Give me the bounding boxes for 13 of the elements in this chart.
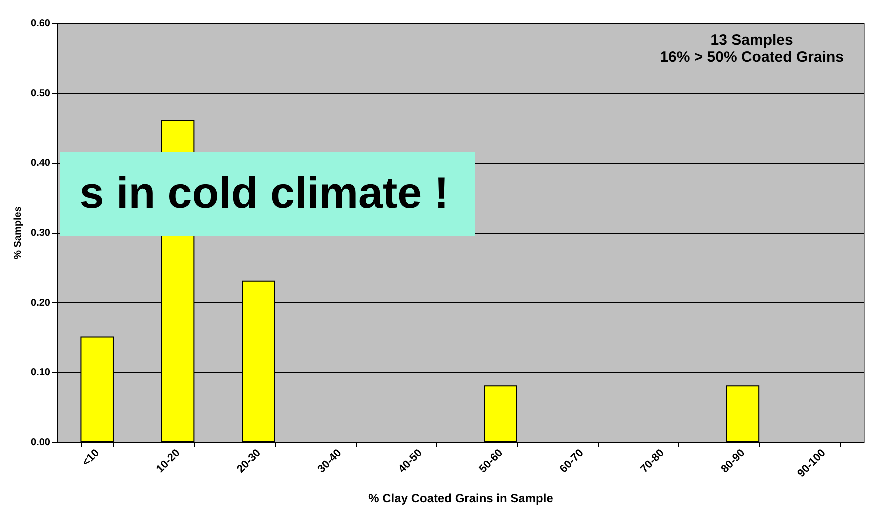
x-tick-label: <10 <box>80 447 102 469</box>
annotation: s in cold climate ! <box>60 152 475 236</box>
y-tick-label: 0.40 <box>31 158 51 170</box>
x-axis-title: % Clay Coated Grains in Sample <box>368 491 554 506</box>
y-tick-label: 0.50 <box>31 88 51 100</box>
y-tick-label: 0.10 <box>31 368 51 379</box>
annotation: 13 Samples <box>710 32 794 49</box>
y-tick-label: 0.20 <box>31 298 51 309</box>
y-tick-label: 0.60 <box>31 18 51 30</box>
y-tick-label: 0.00 <box>31 438 51 448</box>
y-tick-label: 0.30 <box>31 228 51 239</box>
y-axis-title: % Samples <box>13 206 24 260</box>
annotation: 16% > 50% Coated Grains <box>660 49 844 66</box>
